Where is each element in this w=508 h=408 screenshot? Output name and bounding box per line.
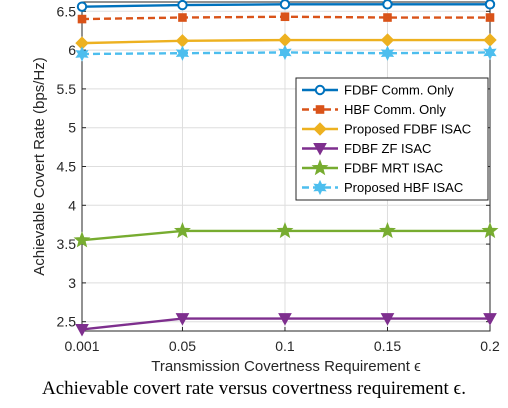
legend-entry: HBF Comm. Only bbox=[302, 102, 446, 117]
series-0 bbox=[76, 0, 496, 12]
triangle-down-marker bbox=[380, 313, 395, 326]
hexagram-marker bbox=[175, 45, 190, 61]
circle-marker bbox=[279, 0, 291, 10]
series-2 bbox=[75, 33, 497, 50]
y-tick-label: 6 bbox=[68, 42, 76, 58]
x-tick-label: 0.1 bbox=[275, 338, 295, 354]
star-marker bbox=[379, 222, 396, 239]
legend-label: FDBF Comm. Only bbox=[344, 83, 454, 98]
triangle-down-marker bbox=[175, 313, 190, 326]
series-1 bbox=[77, 12, 495, 24]
triangle-down-marker bbox=[313, 143, 327, 156]
circle-marker bbox=[314, 84, 326, 96]
legend-label: Proposed FDBF ISAC bbox=[344, 122, 471, 137]
y-axis-label: Achievable Covert Rate (bps/Hz) bbox=[31, 57, 48, 275]
y-tick-label: 4.5 bbox=[57, 159, 77, 175]
y-tick-label: 2.5 bbox=[57, 314, 77, 330]
legend-box bbox=[295, 77, 489, 201]
square-marker bbox=[280, 12, 290, 22]
y-tick-label: 5 bbox=[68, 120, 76, 136]
x-tick-label: 0.15 bbox=[374, 338, 401, 354]
series-3 bbox=[75, 313, 497, 337]
x-tick-label: 0.05 bbox=[169, 338, 196, 354]
covert-rate-chart: 2.5 3 3.5 4 4.5 5 5.5 6 6.5 0.001 0.05 0.1 0.15 0.2 F… bbox=[31, 0, 500, 375]
legend-label: Proposed HBF ISAC bbox=[344, 180, 463, 195]
legend-label: FDBF MRT ISAC bbox=[344, 161, 443, 176]
diamond-marker bbox=[278, 33, 292, 47]
legend-label: HBF Comm. Only bbox=[344, 102, 446, 117]
hexagram-marker bbox=[278, 44, 292, 61]
diamond-marker bbox=[175, 34, 190, 48]
legend-entry: FDBF ZF ISAC bbox=[302, 141, 431, 156]
triangle-down-marker bbox=[483, 313, 497, 326]
diamond-marker bbox=[380, 33, 395, 47]
x-axis-label: Transmission Covertness Requirement ϵ bbox=[151, 358, 421, 375]
circle-marker bbox=[484, 0, 496, 10]
diamond-marker bbox=[483, 33, 497, 47]
x-tick-label: 0.001 bbox=[64, 338, 99, 354]
circle-marker bbox=[382, 0, 393, 10]
y-tick-label: 4 bbox=[68, 197, 76, 213]
star-marker bbox=[481, 222, 499, 239]
circle-marker bbox=[177, 0, 188, 11]
hexagram-marker bbox=[483, 44, 497, 61]
series-5 bbox=[75, 44, 497, 62]
diamond-marker bbox=[313, 122, 327, 136]
hexagram-marker bbox=[75, 46, 89, 62]
legend-label: FDBF ZF ISAC bbox=[344, 141, 431, 156]
y-tick-label: 3.5 bbox=[57, 236, 77, 252]
square-marker bbox=[485, 13, 495, 22]
hexagram-marker bbox=[313, 179, 327, 196]
legend-entry: Proposed FDBF ISAC bbox=[302, 122, 471, 137]
star-marker bbox=[73, 231, 91, 248]
hexagram-marker bbox=[380, 45, 395, 61]
circle-marker bbox=[76, 1, 88, 12]
star-marker bbox=[174, 222, 191, 239]
legend-entry: Proposed HBF ISAC bbox=[302, 179, 463, 196]
square-marker bbox=[77, 14, 87, 24]
figure-caption: Achievable covert rate versus covertness… bbox=[42, 378, 466, 399]
series-4 bbox=[73, 222, 499, 248]
y-tick-label: 5.5 bbox=[57, 81, 77, 97]
y-tick-label: 3 bbox=[68, 275, 76, 291]
legend-entry: FDBF Comm. Only bbox=[302, 83, 454, 98]
legend: FDBF Comm. Only HBF Comm. Only Proposed FD… bbox=[295, 77, 489, 201]
y-tick-label: 6.5 bbox=[57, 3, 77, 19]
triangle-down-marker bbox=[75, 323, 89, 337]
square-marker bbox=[315, 105, 325, 114]
triangle-down-marker bbox=[278, 313, 292, 326]
series-group bbox=[73, 0, 499, 337]
star-marker bbox=[276, 222, 294, 239]
square-marker bbox=[383, 13, 392, 22]
square-marker bbox=[178, 13, 187, 22]
axis-ticks: 2.5 3 3.5 4 4.5 5 5.5 6 6.5 0.001 0.05 0.1 0.15 0.2 bbox=[57, 2, 500, 354]
star-marker bbox=[311, 159, 329, 176]
legend-entry: FDBF MRT ISAC bbox=[302, 159, 443, 176]
x-tick-label: 0.2 bbox=[480, 338, 500, 354]
